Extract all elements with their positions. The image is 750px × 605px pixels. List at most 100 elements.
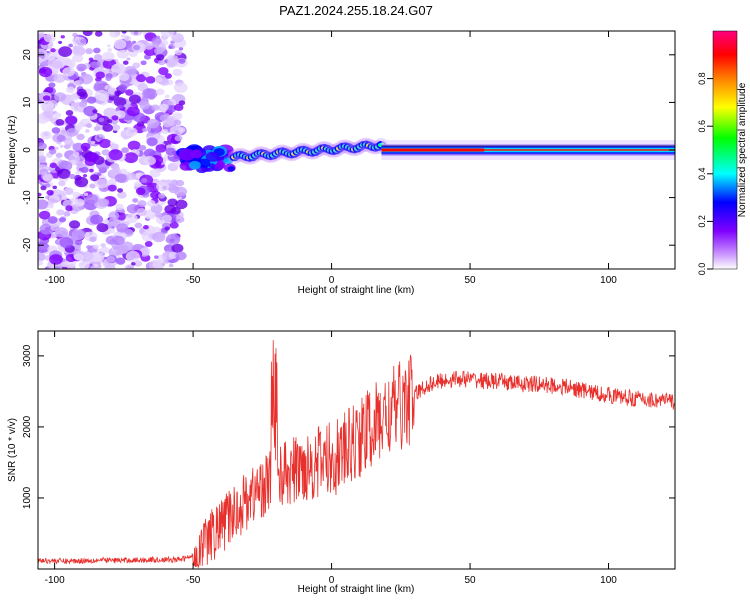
heatmap-noise-blob	[82, 31, 93, 37]
heatmap-noise-blob	[38, 155, 47, 163]
heatmap-noise-blob	[114, 173, 127, 183]
heatmap-noise-blob	[112, 72, 119, 78]
heatmap-noise-blob	[92, 109, 98, 114]
heatmap-noise-blob	[115, 257, 126, 265]
heatmap-noise-blob	[165, 147, 176, 156]
colorbar-tick-label: 0.4	[697, 168, 707, 181]
heatmap-noise-blob	[171, 243, 184, 253]
heatmap-noise-blob	[74, 198, 85, 207]
heatmap-noise-blob	[160, 103, 169, 111]
heatmap-noise-blob	[86, 96, 97, 104]
heatmap-noise-blob	[86, 123, 93, 128]
heatmap-noise-blob	[150, 129, 155, 133]
heatmap-noise-blob	[101, 149, 110, 156]
heatmap-noise-blob	[142, 128, 148, 133]
heatmap-noise-blob	[76, 88, 87, 97]
heatmap-noise-blob	[116, 49, 129, 59]
heatmap-noise-blob	[108, 149, 123, 161]
heatmap-noise-blob	[93, 126, 101, 132]
heatmap-noise-blob	[54, 146, 59, 151]
heatmap-band-blob	[227, 166, 235, 172]
x-tick-label: 0	[329, 275, 335, 286]
heatmap-noise-blob	[151, 104, 160, 111]
heatmap-noise-blob	[102, 219, 109, 225]
heatmap-noise-blob	[165, 233, 181, 245]
heatmap-noise-blob	[56, 209, 65, 216]
heatmap-noise-blob	[123, 152, 139, 164]
heatmap-noise-blob	[66, 128, 78, 137]
heatmap-noise-blob	[60, 35, 65, 39]
heatmap-noise-blob	[134, 260, 143, 267]
heatmap-noise-blob	[78, 260, 90, 269]
heatmap-noise-blob	[158, 193, 166, 199]
heatmap-noise-blob	[99, 138, 112, 149]
heatmap-noise-blob	[95, 71, 105, 79]
heatmap-noise-blob	[132, 44, 141, 51]
heatmap-noise-blob	[174, 186, 188, 197]
heatmap-noise-blob	[85, 129, 90, 133]
heatmap-noise-blob	[111, 115, 119, 121]
heatmap-noise-blob	[140, 177, 148, 183]
heatmap-noise-blob	[102, 51, 115, 62]
heatmap-noise-blob	[172, 112, 183, 121]
heatmap-noise-blob	[167, 57, 178, 67]
heatmap-noise-blob	[58, 46, 73, 57]
heatmap-noise-blob	[65, 205, 74, 212]
heatmap-noise-blob	[178, 127, 186, 133]
heatmap-noise-blob	[113, 39, 127, 50]
heatmap-noise-blob	[174, 49, 183, 56]
heatmap-noise-blob	[61, 195, 68, 201]
heatmap-noise-blob	[38, 252, 46, 262]
heatmap-noise-blob	[63, 187, 74, 196]
heatmap-noise-blob	[50, 48, 56, 53]
heatmap-noise-blob	[160, 31, 175, 38]
heatmap-noise-blob	[83, 105, 97, 117]
heatmap-noise-blob	[55, 152, 63, 158]
y-tick-label: -20	[22, 238, 33, 253]
heatmap-noise-blob	[145, 76, 156, 84]
heatmap-noise-blob	[143, 148, 156, 158]
heatmap-noise-blob	[70, 93, 80, 101]
heatmap-noise-blob	[125, 250, 140, 262]
heatmap-noise-blob	[155, 212, 163, 218]
heatmap-noise-blob	[76, 133, 85, 141]
heatmap-noise-blob	[86, 245, 92, 250]
heatmap-noise-blob	[158, 67, 169, 76]
heatmap-noise-blob	[120, 34, 127, 39]
heatmap-noise-blob	[152, 231, 166, 243]
heatmap-noise-blob	[93, 244, 100, 250]
colorbar: 0.0 0.2 0.4 0.6 0.8 Normalized spectral ampl…	[697, 30, 748, 276]
heatmap-band-blob	[178, 148, 196, 161]
heatmap-noise-blob	[175, 251, 187, 261]
heatmap-noise-blob	[42, 173, 54, 182]
heatmap-noise-blob	[150, 190, 162, 200]
snr-y-axis-label: SNR (10 * v/v)	[7, 418, 18, 482]
heatmap-noise-blob	[162, 214, 173, 223]
heatmap-noise-blob	[58, 40, 63, 44]
heatmap-noise-blob	[162, 118, 174, 128]
heatmap-noise-blob	[95, 178, 109, 189]
heatmap-noise-blob	[59, 237, 74, 248]
figure-title: PAZ1.2024.255.18.24.G07	[279, 3, 433, 18]
heatmap-noise-blob	[50, 224, 60, 232]
snr-y-ticks: 1000 2000 3000	[22, 344, 675, 509]
heatmap-noise-blob	[172, 68, 183, 77]
heatmap-noise-blob	[78, 167, 84, 172]
heatmap-noise-blob	[79, 101, 88, 108]
heatmap-noise-blob	[38, 164, 49, 175]
heatmap-noise-blob	[56, 134, 66, 142]
heatmap-noise-blob	[90, 256, 103, 267]
colorbar-tick-label: 0.0	[697, 263, 707, 276]
heatmap-noise-blob	[39, 223, 54, 235]
heatmap-noise-blob	[130, 262, 136, 266]
heatmap-noise-blob	[74, 124, 83, 131]
colorbar-label: Normalized spectral amplitude	[737, 82, 748, 217]
heatmap-noise-blob	[80, 38, 87, 44]
heatmap-noise-blob	[134, 181, 142, 188]
heatmap-noise-blob	[90, 214, 104, 225]
heatmap-band-peak	[381, 148, 485, 152]
heatmap-noise-blob	[171, 33, 184, 43]
heatmap-noise-blob	[47, 203, 54, 209]
heatmap-noise-blob	[102, 123, 114, 132]
heatmap-noise-blob	[96, 222, 109, 233]
